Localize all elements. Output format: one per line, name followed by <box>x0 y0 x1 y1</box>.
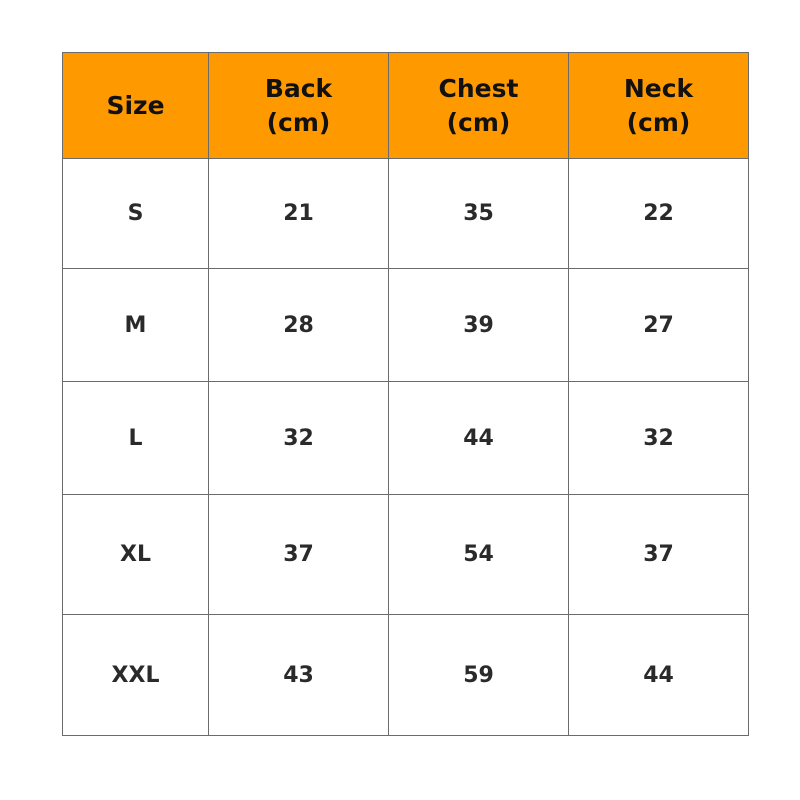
cell-neck: 32 <box>568 381 749 495</box>
cell-neck: 22 <box>568 158 749 269</box>
header-neck-label: Neck <box>623 73 694 103</box>
cell-back: 21 <box>208 158 389 269</box>
header-size-label: Size <box>106 90 165 120</box>
header-size: Size <box>62 52 209 159</box>
table-row: L 32 44 32 <box>62 381 749 495</box>
cell-back: 32 <box>208 381 389 495</box>
header-chest-unit: (cm) <box>446 107 511 137</box>
cell-back: 28 <box>208 268 389 382</box>
cell-neck: 27 <box>568 268 749 382</box>
header-back-label: Back <box>264 73 333 103</box>
header-chest-label: Chest <box>438 73 519 103</box>
cell-neck: 37 <box>568 494 749 615</box>
cell-chest: 44 <box>388 381 569 495</box>
cell-size: XL <box>62 494 209 615</box>
size-chart-table: Size Back (cm) Chest (cm) Neck (cm) S 21 35 22… <box>62 52 749 736</box>
cell-chest: 35 <box>388 158 569 269</box>
table-row: XL 37 54 37 <box>62 494 749 615</box>
header-back: Back (cm) <box>208 52 389 159</box>
header-neck-unit: (cm) <box>626 107 691 137</box>
cell-size: S <box>62 158 209 269</box>
table-row: M 28 39 27 <box>62 268 749 382</box>
cell-neck: 44 <box>568 614 749 736</box>
cell-size: M <box>62 268 209 382</box>
cell-back: 37 <box>208 494 389 615</box>
cell-size: XXL <box>62 614 209 736</box>
header-chest: Chest (cm) <box>388 52 569 159</box>
cell-size: L <box>62 381 209 495</box>
cell-chest: 54 <box>388 494 569 615</box>
header-back-unit: (cm) <box>266 107 331 137</box>
header-row: Size Back (cm) Chest (cm) Neck (cm) <box>62 52 749 159</box>
table-row: XXL 43 59 44 <box>62 614 749 736</box>
cell-chest: 59 <box>388 614 569 736</box>
header-neck: Neck (cm) <box>568 52 749 159</box>
cell-back: 43 <box>208 614 389 736</box>
cell-chest: 39 <box>388 268 569 382</box>
table-row: S 21 35 22 <box>62 158 749 269</box>
